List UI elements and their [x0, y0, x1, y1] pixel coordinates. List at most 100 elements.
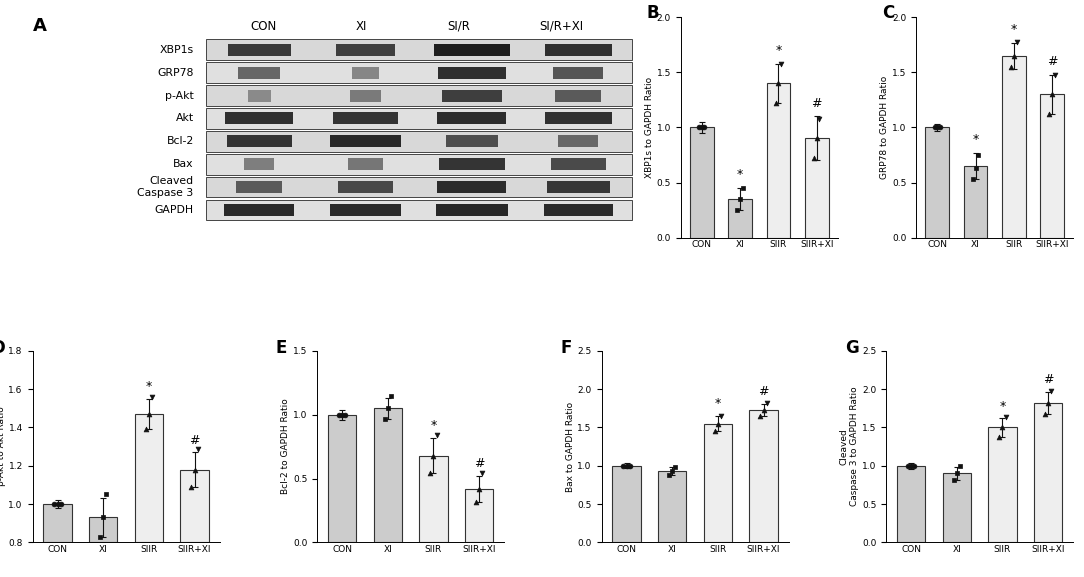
Bar	[352, 66, 379, 78]
Point	[376, 414, 393, 423]
Text: XBP1s: XBP1s	[159, 44, 194, 55]
Y-axis label: XBP1s to GAPDH Ratio: XBP1s to GAPDH Ratio	[645, 77, 654, 178]
Text: Bcl-2: Bcl-2	[167, 136, 194, 147]
Point	[331, 410, 348, 419]
Bar	[704, 424, 732, 542]
Bar	[545, 113, 611, 125]
Text: *: *	[775, 44, 782, 57]
Point	[964, 175, 981, 184]
Point	[732, 194, 749, 204]
Bar	[227, 136, 292, 147]
Text: Cleaved
Caspase 3: Cleaved Caspase 3	[138, 177, 194, 198]
Point	[751, 411, 769, 421]
Point	[926, 123, 943, 132]
Bar	[206, 108, 632, 129]
Text: p-Akt: p-Akt	[165, 91, 194, 100]
Point	[997, 413, 1015, 422]
Bar	[180, 470, 209, 542]
Bar	[435, 44, 509, 56]
Point	[808, 134, 825, 143]
Point	[1044, 90, 1061, 99]
Bar	[804, 138, 828, 238]
Point	[773, 59, 790, 68]
Point	[1008, 37, 1025, 46]
Point	[660, 470, 678, 479]
Text: #: #	[190, 433, 199, 447]
Point	[383, 391, 400, 400]
Point	[767, 99, 785, 108]
Point	[46, 500, 63, 509]
Point	[734, 183, 751, 193]
Text: GRP78: GRP78	[157, 68, 194, 77]
Bar	[338, 181, 393, 193]
Bar	[238, 66, 280, 78]
Point	[98, 490, 115, 499]
Point	[1043, 387, 1060, 396]
Point	[422, 469, 439, 478]
Bar	[206, 154, 632, 175]
Text: B: B	[646, 4, 659, 22]
Point	[1005, 51, 1022, 61]
Text: #: #	[1047, 55, 1057, 68]
Point	[425, 451, 442, 460]
Text: *: *	[737, 168, 744, 181]
Y-axis label: p-Akt to Akt Ratio: p-Akt to Akt Ratio	[0, 407, 5, 486]
Bar	[439, 158, 504, 170]
Bar	[551, 158, 606, 170]
Bar	[544, 44, 612, 56]
Bar	[438, 181, 506, 193]
Point	[137, 425, 154, 434]
Bar	[206, 39, 632, 60]
Point	[691, 123, 708, 132]
Y-axis label: Cleaved
Caspase 3 to GAPDH Ratio: Cleaved Caspase 3 to GAPDH Ratio	[840, 387, 860, 507]
Point	[94, 513, 112, 522]
Bar	[328, 415, 357, 542]
Bar	[420, 456, 448, 542]
Bar	[331, 204, 401, 216]
Point	[696, 123, 713, 132]
Point	[140, 410, 157, 419]
Text: #: #	[1043, 373, 1054, 387]
Bar	[348, 158, 383, 170]
Bar	[228, 44, 291, 56]
Bar	[896, 466, 926, 542]
Bar	[206, 177, 632, 197]
Bar	[554, 66, 604, 78]
Bar	[331, 136, 401, 147]
Point	[91, 532, 108, 541]
Point	[1036, 409, 1054, 418]
Bar	[926, 128, 950, 238]
Text: GAPDH: GAPDH	[155, 205, 194, 215]
Bar	[749, 410, 777, 542]
Text: Bax: Bax	[173, 159, 194, 169]
Point	[1003, 62, 1020, 72]
Bar	[728, 199, 752, 238]
Bar	[247, 89, 271, 102]
Point	[185, 465, 203, 474]
Point	[618, 461, 635, 470]
Text: SI/R+XI: SI/R+XI	[540, 20, 583, 32]
Point	[474, 469, 491, 478]
Bar	[236, 181, 282, 193]
Bar	[943, 473, 971, 542]
Point	[905, 461, 922, 470]
Point	[758, 398, 775, 407]
Text: SI/R: SI/R	[447, 20, 469, 32]
Point	[969, 151, 986, 160]
Text: D: D	[0, 339, 5, 357]
Bar	[555, 89, 602, 102]
Text: Akt: Akt	[176, 114, 194, 123]
Bar	[766, 84, 790, 238]
Text: *: *	[999, 399, 1006, 413]
Bar	[223, 204, 295, 216]
Bar	[964, 166, 988, 238]
Bar	[437, 204, 507, 216]
Bar	[206, 85, 632, 106]
Text: *: *	[430, 419, 437, 432]
Point	[470, 484, 488, 493]
Text: *: *	[146, 380, 152, 393]
Text: *: *	[714, 397, 721, 410]
Text: XI: XI	[356, 20, 366, 32]
Point	[428, 430, 446, 440]
Point	[728, 205, 746, 215]
